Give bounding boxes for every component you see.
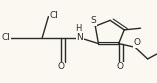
Text: O: O: [117, 62, 124, 71]
Text: O: O: [57, 62, 64, 71]
Text: Cl: Cl: [49, 11, 58, 20]
Text: H: H: [75, 24, 82, 33]
Text: S: S: [90, 16, 96, 25]
Text: N: N: [76, 33, 83, 42]
Text: Cl: Cl: [1, 33, 10, 42]
Text: O: O: [134, 38, 141, 47]
